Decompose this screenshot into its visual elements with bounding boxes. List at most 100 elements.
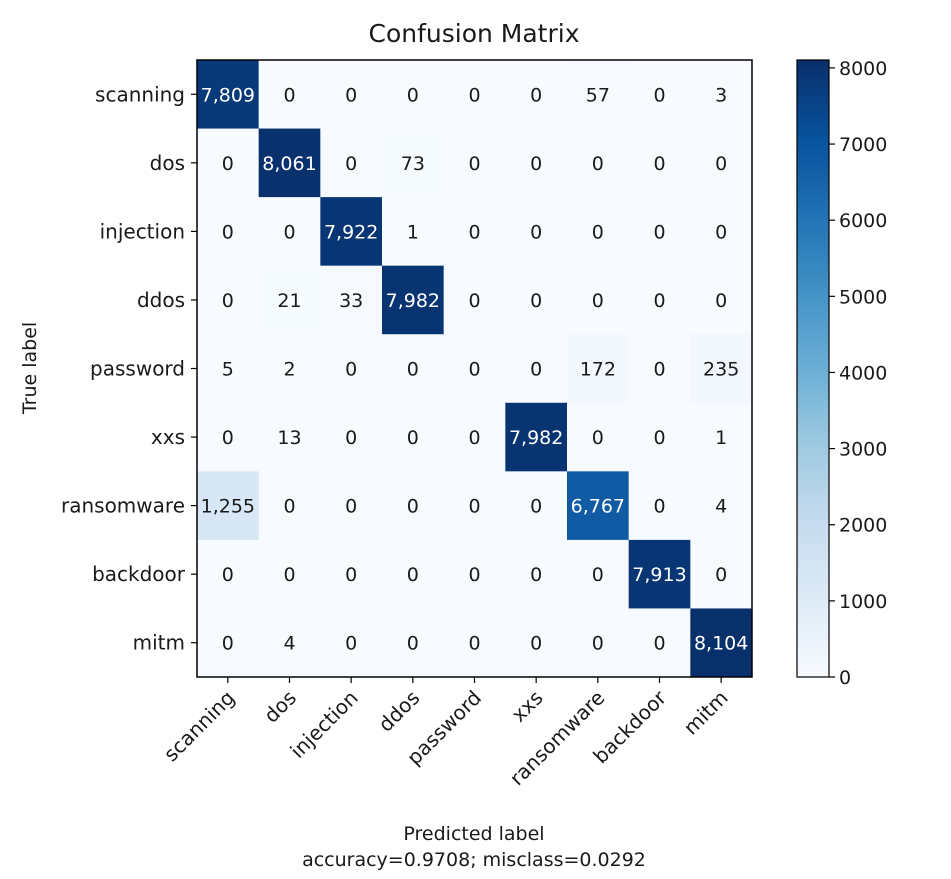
cell-value-label: 0	[222, 221, 234, 243]
heatmap-cell	[567, 60, 630, 130]
cell-value-label: 21	[277, 290, 301, 312]
heatmap-cell	[197, 265, 260, 335]
heatmap-cell	[197, 539, 260, 609]
y-tick-label: dos	[150, 151, 185, 175]
colorbar-tick-label: 2000	[839, 515, 887, 537]
y-tick-label: injection	[100, 219, 185, 243]
cell-value-label: 0	[715, 153, 727, 175]
cell-value-label: 0	[345, 633, 357, 655]
cell-value-label: 235	[703, 359, 739, 381]
cell-value-label: 0	[592, 153, 604, 175]
heatmap-cell	[443, 539, 506, 609]
heatmap-cell	[382, 608, 445, 678]
cell-value-label: 0	[407, 84, 419, 106]
heatmap-cell	[443, 265, 506, 335]
colorbar-ticks: 0 1000 2000 3000 4000 5000 6000 7000 8000	[829, 58, 887, 689]
cell-value-label: 0	[468, 564, 480, 586]
heatmap-cell	[567, 334, 630, 404]
heatmap-cell	[320, 402, 383, 472]
cell-value-label: 0	[592, 221, 604, 243]
colorbar	[796, 59, 830, 678]
heatmap-cell	[320, 265, 383, 335]
cell-value-label: 0	[653, 221, 665, 243]
heatmap-cell	[628, 539, 691, 609]
cell-value-label: 0	[407, 564, 419, 586]
heatmap-cell	[443, 128, 506, 198]
heatmap-cell	[197, 128, 260, 198]
cell-value-label: 4	[283, 633, 295, 655]
heatmap-cell	[443, 60, 506, 130]
cell-value-label: 0	[283, 84, 295, 106]
cell-value-label: 6,767	[571, 496, 625, 518]
heatmap-cell	[628, 334, 691, 404]
heatmap-cell	[258, 334, 321, 404]
y-tick-label: mitm	[133, 631, 185, 655]
heatmap-cell	[320, 471, 383, 541]
cell-value-label: 73	[401, 153, 425, 175]
y-tick-label: backdoor	[92, 562, 186, 586]
heatmap-cell	[690, 471, 753, 541]
heatmap-cell	[320, 608, 383, 678]
cell-value-label: 0	[530, 564, 542, 586]
colorbar-tick-label: 0	[839, 667, 851, 689]
heatmap-cell	[258, 197, 321, 267]
cell-value-label: 0	[653, 290, 665, 312]
chart-title: Confusion Matrix	[368, 19, 579, 48]
heatmap-cell	[320, 334, 383, 404]
cell-value-label: 0	[653, 84, 665, 106]
heatmap-cell	[505, 334, 568, 404]
heatmap-cell	[258, 265, 321, 335]
cell-value-label: 0	[283, 496, 295, 518]
cell-value-label: 0	[407, 496, 419, 518]
y-axis-ticks: scanning dos injection ddos password xxs ranso…	[61, 82, 197, 655]
heatmap-cell	[690, 402, 753, 472]
cell-value-label: 0	[715, 221, 727, 243]
cell-value-label: 57	[586, 84, 610, 106]
cell-value-label: 0	[530, 221, 542, 243]
heatmap-cell	[443, 197, 506, 267]
cell-value-label: 33	[339, 290, 363, 312]
heatmap-cell	[443, 402, 506, 472]
cell-value-label: 7,913	[632, 564, 686, 586]
cell-value-label: 0	[345, 153, 357, 175]
cell-value-label: 0	[468, 496, 480, 518]
cell-value-label: 4	[715, 496, 727, 518]
heatmap-cell	[567, 471, 630, 541]
cell-value-label: 0	[222, 564, 234, 586]
cell-value-label: 1	[715, 427, 727, 449]
cell-value-label: 0	[653, 496, 665, 518]
heatmap-cell	[690, 128, 753, 198]
cell-value-label: 0	[653, 153, 665, 175]
heatmap-cell	[320, 197, 383, 267]
heatmap-cell	[690, 334, 753, 404]
cell-value-label: 0	[715, 564, 727, 586]
cell-value-label: 0	[530, 84, 542, 106]
cell-value-label: 0	[530, 290, 542, 312]
heatmap-cell	[505, 608, 568, 678]
colorbar-tick-label: 6000	[839, 210, 887, 232]
cell-value-label: 0	[345, 427, 357, 449]
cell-value-label: 0	[468, 359, 480, 381]
cell-value-label: 0	[222, 153, 234, 175]
cell-value-label: 0	[653, 427, 665, 449]
heatmap-cell	[567, 608, 630, 678]
heatmap-cell	[382, 197, 445, 267]
cell-value-label: 0	[283, 221, 295, 243]
cell-value-labels: 7,809 0 0 0 0 0 57 0 3 0 8,061 0 73 0 0 0 0 0 0 0 7,922 1 0 0 0 0…	[201, 84, 749, 654]
cell-value-label: 172	[580, 359, 616, 381]
cell-value-label: 0	[530, 359, 542, 381]
cell-value-label: 2	[283, 359, 295, 381]
y-axis-label: True label	[19, 322, 41, 415]
y-tick-label: scanning	[95, 82, 185, 106]
heatmap-cell	[382, 402, 445, 472]
heatmap-cell	[567, 197, 630, 267]
cell-value-label: 0	[222, 633, 234, 655]
heatmap-cell	[320, 539, 383, 609]
heatmap-cell	[382, 128, 445, 198]
cell-value-label: 7,982	[509, 427, 563, 449]
heatmap-cell	[690, 60, 753, 130]
heatmap-cell	[197, 402, 260, 472]
cell-value-label: 0	[345, 84, 357, 106]
